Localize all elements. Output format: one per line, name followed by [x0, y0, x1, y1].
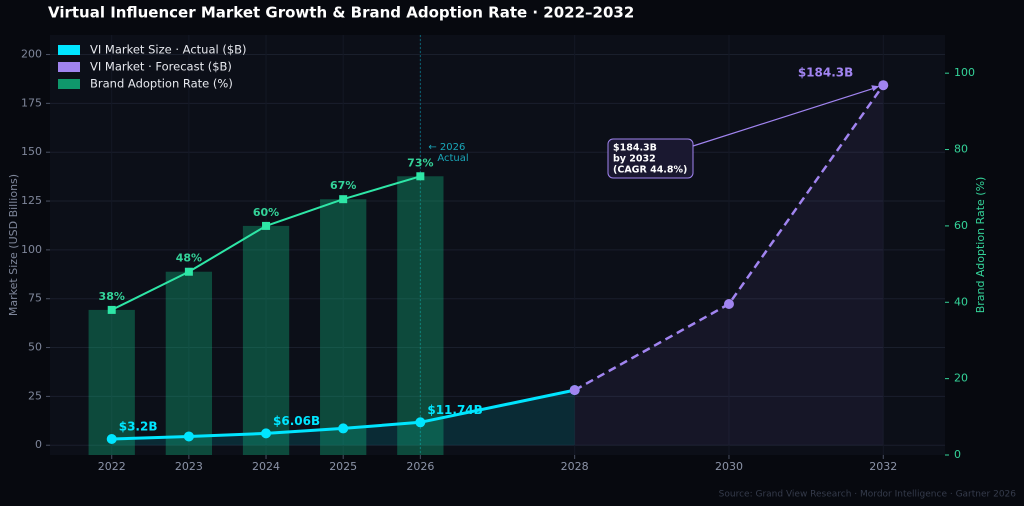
x-tick-label: 2032: [869, 460, 897, 473]
legend-swatch: [58, 79, 80, 89]
line-marker: [569, 385, 580, 396]
line-marker: [261, 428, 272, 439]
x-tick-label: 2023: [175, 460, 203, 473]
bar: [88, 309, 135, 455]
line-marker: [338, 423, 349, 434]
annotation-text: ← 2026: [428, 142, 465, 153]
y-tick-label: 150: [21, 145, 42, 158]
data-label: $3.2B: [119, 419, 158, 433]
x-tick-label: 2022: [98, 460, 126, 473]
y-tick-label: 50: [28, 341, 42, 354]
data-label: 60%: [253, 206, 279, 219]
x-tick-label: 2030: [715, 460, 743, 473]
adoption-marker: [262, 221, 271, 230]
area-layer: [111, 85, 884, 446]
bar: [397, 176, 444, 456]
y2-axis-label: Brand Adoption Rate (%): [974, 177, 987, 314]
chart-title: Virtual Influencer Market Growth & Brand…: [48, 4, 634, 22]
line-marker: [878, 80, 889, 91]
adoption-marker: [416, 172, 425, 181]
line-area: [111, 390, 575, 446]
legend-swatch: [58, 45, 80, 55]
bar: [242, 225, 290, 455]
x-tick-label: 2025: [329, 460, 357, 473]
data-label: 48%: [176, 252, 202, 265]
y2-tick-label: 40: [954, 295, 968, 308]
y-tick-label: 25: [28, 389, 42, 402]
callout-text: by 2032: [613, 154, 656, 165]
y2-tick-label: 100: [954, 66, 975, 79]
arrow-head: [871, 85, 880, 92]
bar: [320, 199, 367, 455]
labels-layer: 0 25 50 75 100 125 150 175 200 0 20 40 60 80 100 2022 20…: [21, 48, 975, 473]
y-tick-label: 100: [21, 243, 42, 256]
adoption-marker: [107, 305, 116, 314]
y2-tick-label: 20: [954, 372, 968, 385]
adoption-marker: [184, 267, 193, 276]
bars-layer: [88, 176, 444, 456]
callout-box: [607, 138, 694, 179]
legend-label: Brand Adoption Rate (%): [90, 77, 233, 91]
legend-layer: VI Market Size · Actual ($B) VI Market · …: [58, 43, 247, 91]
y2-tick-label: 0: [954, 448, 961, 461]
marks-layer: [106, 80, 889, 444]
x-tick-label: 2024: [252, 460, 280, 473]
y-tick-label: 0: [35, 438, 42, 451]
data-label: 67%: [330, 179, 356, 192]
x-tick-label: 2026: [406, 460, 434, 473]
line-marker: [415, 417, 426, 428]
line: [111, 388, 575, 441]
callout-arrow: [692, 86, 878, 147]
data-label: 38%: [99, 290, 125, 303]
line-marker: [183, 431, 194, 442]
line-area: [574, 85, 884, 446]
y-tick-label: 200: [21, 48, 42, 61]
callout-text: (CAGR 44.8%): [613, 165, 687, 176]
adoption-marker: [339, 195, 348, 204]
y2-tick-label: 60: [954, 219, 968, 232]
line-marker: [723, 298, 734, 309]
plot-area: [50, 35, 945, 455]
data-label: 73%: [407, 156, 433, 169]
data-label: $184.3B: [798, 66, 853, 80]
y-tick-label: 175: [21, 96, 42, 109]
callout-text: $184.3B: [613, 143, 657, 154]
legend-label: VI Market · Forecast ($B): [90, 60, 232, 74]
annotation-text: Actual: [437, 153, 468, 164]
y-tick-label: 125: [21, 194, 42, 207]
grid-layer: [46, 35, 949, 459]
legend-label: VI Market Size · Actual ($B): [90, 43, 247, 57]
legend-swatch: [58, 62, 80, 72]
line-marker: [106, 433, 117, 444]
y-tick-label: 75: [28, 292, 42, 305]
data-label: $6.06B: [273, 414, 320, 428]
source-note: Source: Grand View Research · Mordor Int…: [719, 490, 1017, 500]
y2-tick-label: 80: [954, 143, 968, 156]
x-tick-label: 2028: [561, 460, 589, 473]
y-axis-label: Market Size (USD Billions): [7, 174, 20, 316]
data-label: $11.74B: [427, 403, 482, 417]
bar: [165, 271, 213, 455]
